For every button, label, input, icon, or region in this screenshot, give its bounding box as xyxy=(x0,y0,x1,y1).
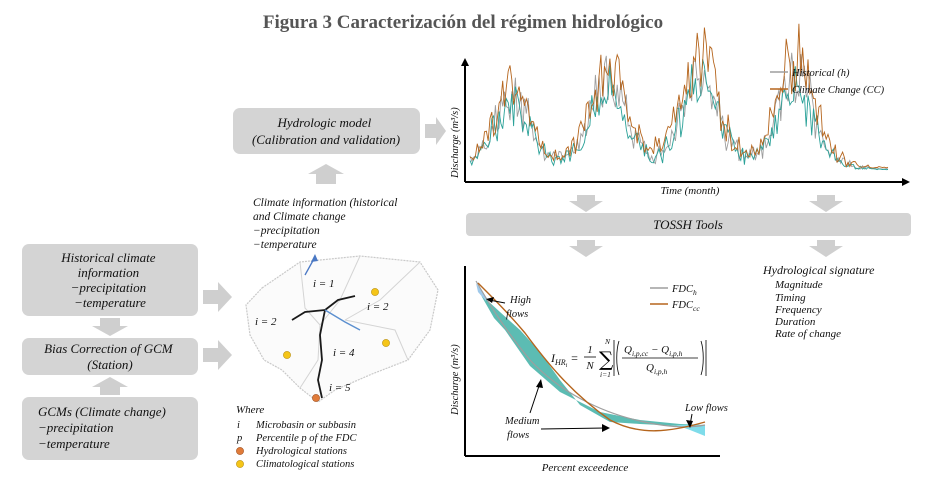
formula-N: N xyxy=(585,360,594,372)
hydrological-station-icon xyxy=(236,447,244,455)
signature-rate: Rate of change xyxy=(774,328,841,340)
signature-title: Hydrological signature xyxy=(762,263,875,277)
arrow-down-2 xyxy=(569,195,603,212)
arrow-down-1 xyxy=(92,318,128,336)
where-text-hydro: Hydrological stations xyxy=(255,446,347,457)
tossh-tools-box xyxy=(466,213,911,236)
formula-one: 1 xyxy=(587,344,593,356)
fdc-historical-curve xyxy=(475,280,706,428)
signature-frequency: Frequency xyxy=(774,304,822,316)
climatological-station xyxy=(371,288,379,296)
arrow-down-4 xyxy=(569,240,603,257)
annotation-high: High flows xyxy=(506,295,534,320)
signature-duration: Duration xyxy=(774,316,816,328)
fdc-cc-curve xyxy=(477,282,706,432)
formula: IHRi = 1 N ∑ N i=1 Qi,p,cc − Qi,p,h Qi,p… xyxy=(550,337,707,379)
hydrologic-model-text: Hydrologic model (Calibration and valida… xyxy=(252,115,400,147)
where-text-i: Microbasin or subbasin xyxy=(255,420,356,431)
signature-magnitude: Magnitude xyxy=(774,279,823,291)
annotation-low: Low flows xyxy=(684,403,728,414)
teal-series xyxy=(469,58,889,171)
arrow-right-2 xyxy=(203,340,232,370)
formula-numerator: Qi,p,cc − Qi,p,h xyxy=(624,344,683,358)
where-title: Where xyxy=(236,404,264,416)
arrow-down-3 xyxy=(809,195,843,212)
sum-symbol: ∑ xyxy=(599,347,614,371)
historical-climate-box xyxy=(22,244,198,316)
basin-label-5: i = 5 xyxy=(329,382,351,394)
legend-historical: Historical (h) xyxy=(791,68,850,79)
arrow-down-5 xyxy=(809,240,843,257)
basin-label-4: i = 4 xyxy=(333,347,355,359)
legend-cc: Climate Change (CC) xyxy=(792,85,885,96)
sum-bottom: i=1 xyxy=(600,370,611,379)
bias-correction-box xyxy=(22,338,198,375)
basin-label-2a: i = 2 xyxy=(255,316,277,328)
hydrograph-xlabel: Time (month) xyxy=(661,185,720,197)
bias-correction-text: Bias Correction of GCM (Station) xyxy=(44,341,176,372)
signature-timing: Timing xyxy=(775,292,806,304)
where-sym-i: i xyxy=(237,420,240,431)
arrow-up-2 xyxy=(308,164,344,184)
sum-top: N xyxy=(604,337,611,346)
signature-list: Hydrological signature Magnitude Timing … xyxy=(762,263,875,340)
where-text-p: Percentile p of the FDC xyxy=(255,433,357,444)
arrow-right-1 xyxy=(203,282,232,312)
fdc-ylabel: Discharge (m³/s) xyxy=(450,344,461,416)
fdc-chart: Discharge (m³/s) Percent exceedence FDCh… xyxy=(450,266,728,474)
formula-denominator: Qi,p,h xyxy=(646,362,668,376)
annotation-medium: Medium flows xyxy=(504,416,542,441)
gcms-box xyxy=(22,397,198,460)
climatological-station xyxy=(382,339,390,347)
basin-map: i = 1 i = 2 i = 2 i = 4 i = 5 xyxy=(245,254,439,403)
climatological-station xyxy=(283,351,291,359)
gcms-text: GCMs (Climate change) −precipitation −te… xyxy=(38,404,169,451)
fdc-xlabel: Percent exceedence xyxy=(541,462,629,474)
figure-title: Figura 3 Caracterización del régimen hid… xyxy=(263,12,663,33)
hydrologic-model-box xyxy=(233,108,420,154)
formula-lhs: IHRi = xyxy=(550,351,578,369)
fdc-low-area xyxy=(676,425,705,436)
where-legend: Where i Microbasin or subbasin p Percent… xyxy=(236,404,357,470)
arrow-right-3 xyxy=(425,117,446,145)
hydrograph-ylabel: Discharge (m³/s) xyxy=(450,107,461,179)
where-sym-p: p xyxy=(236,433,242,444)
basin-label-2b: i = 2 xyxy=(367,301,389,313)
hydrological-station xyxy=(312,394,320,402)
tossh-tools-label: TOSSH Tools xyxy=(653,217,723,232)
fdc-high-area xyxy=(476,283,486,301)
arrow-up-1 xyxy=(92,377,128,395)
hydrograph: Discharge (m³/s) Time (month) Historical… xyxy=(450,23,910,197)
fdc-legend-h: FDCh xyxy=(671,284,697,297)
fdc-legend-cc: FDCcc xyxy=(671,300,700,313)
climate-info-text: Climate information (historical and Clim… xyxy=(253,197,400,251)
climatological-station-icon xyxy=(236,460,244,468)
where-text-clim: Climatological stations xyxy=(256,459,354,470)
historical-climate-text: Historical climate information −precipit… xyxy=(60,250,159,310)
climate-change-series xyxy=(469,23,889,169)
basin-label-1: i = 1 xyxy=(313,278,334,290)
